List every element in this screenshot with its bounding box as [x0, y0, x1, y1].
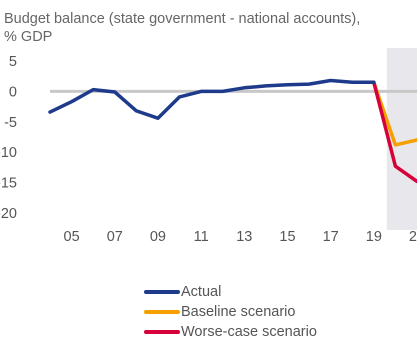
x-tick-label: 07 [107, 229, 123, 245]
chart-title: Budget balance (state government - natio… [4, 11, 361, 45]
x-tick-label: 17 [323, 229, 339, 245]
series-line-worse-case-scenario [372, 80, 417, 184]
x-tick-label: 21 [409, 229, 417, 245]
legend-swatch-baseline [144, 310, 180, 314]
y-tick-label: 0 [9, 84, 17, 100]
legend: Actual Baseline scenario Worse-case scen… [144, 282, 317, 342]
x-tick-label: 11 [194, 229, 209, 245]
x-tick-label: 05 [64, 229, 80, 245]
y-tick-label: 5 [9, 54, 17, 70]
legend-item-worse-case[interactable]: Worse-case scenario [144, 322, 317, 342]
series-line-actual [48, 78, 376, 120]
legend-swatch-worse-case [144, 330, 180, 334]
y-tick-label: -10 [0, 145, 17, 161]
x-tick-label: 09 [150, 229, 166, 245]
series-line-baseline-scenario [372, 80, 417, 147]
x-tick-label: 15 [279, 229, 295, 245]
y-tick-label: -20 [0, 206, 17, 222]
legend-label-worse-case: Worse-case scenario [181, 324, 317, 340]
x-tick-label: 19 [366, 229, 382, 245]
legend-swatch-actual [144, 290, 180, 294]
legend-label-baseline: Baseline scenario [181, 304, 296, 320]
legend-label-actual: Actual [181, 284, 222, 300]
y-tick-label: -15 [0, 176, 17, 192]
forecast-shade [386, 48, 417, 230]
legend-item-actual[interactable]: Actual [144, 282, 317, 302]
legend-item-baseline[interactable]: Baseline scenario [144, 302, 317, 322]
x-tick-label: 13 [236, 229, 252, 245]
y-tick-label: -5 [4, 115, 17, 131]
